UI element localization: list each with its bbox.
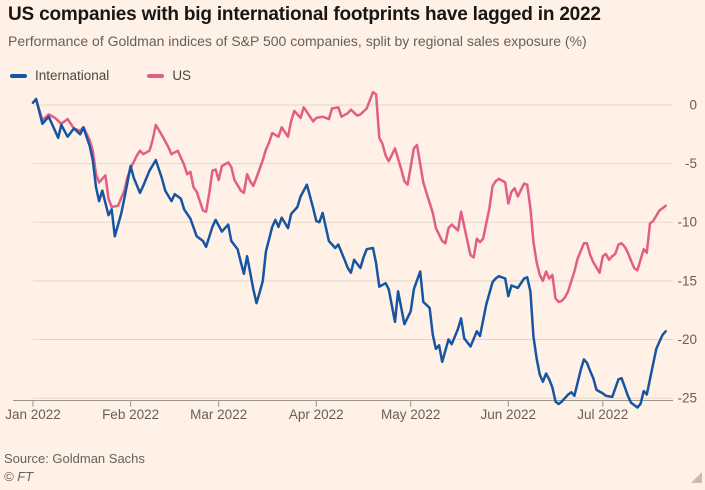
y-tick-label: 0 — [689, 98, 697, 113]
chart-title: US companies with big international foot… — [8, 4, 601, 25]
ft-credit: © FT — [4, 469, 34, 484]
source-label: Source: Goldman Sachs — [4, 451, 145, 466]
legend-item-us: US — [147, 68, 191, 83]
legend-item-international: International — [10, 68, 109, 83]
y-tick-label: -5 — [685, 156, 697, 171]
y-tick-label: -20 — [677, 332, 697, 347]
resize-handle-icon[interactable] — [691, 472, 702, 483]
legend-label-us: US — [172, 68, 192, 83]
y-tick-label: -25 — [677, 391, 697, 406]
y-axis-labels: 0 -5 -10 -15 -20 -25 — [677, 98, 697, 406]
series-line-us — [31, 90, 667, 304]
gridlines — [33, 104, 673, 399]
legend: International US — [10, 68, 191, 83]
series-lines — [31, 90, 667, 409]
x-tick-label: Apr 2022 — [289, 407, 344, 422]
x-tick-label: Jun 2022 — [481, 407, 537, 422]
legend-label-international: International — [35, 68, 110, 83]
x-tick-label: May 2022 — [381, 407, 440, 422]
x-tick-label: Feb 2022 — [102, 407, 159, 422]
legend-swatch-us-icon — [147, 73, 165, 78]
y-tick-label: -10 — [677, 215, 697, 230]
series-line-international — [31, 97, 667, 409]
x-axis: Jan 2022 Feb 2022 Mar 2022 Apr 2022 May 2022… — [5, 400, 673, 422]
x-tick-label: Mar 2022 — [190, 407, 247, 422]
chart-subtitle: Performance of Goldman indices of S&P 50… — [8, 33, 587, 49]
x-tick-label: Jul 2022 — [577, 407, 628, 422]
legend-swatch-international-icon — [10, 73, 27, 78]
y-tick-label: -15 — [677, 273, 697, 288]
x-tick-label: Jan 2022 — [5, 407, 61, 422]
